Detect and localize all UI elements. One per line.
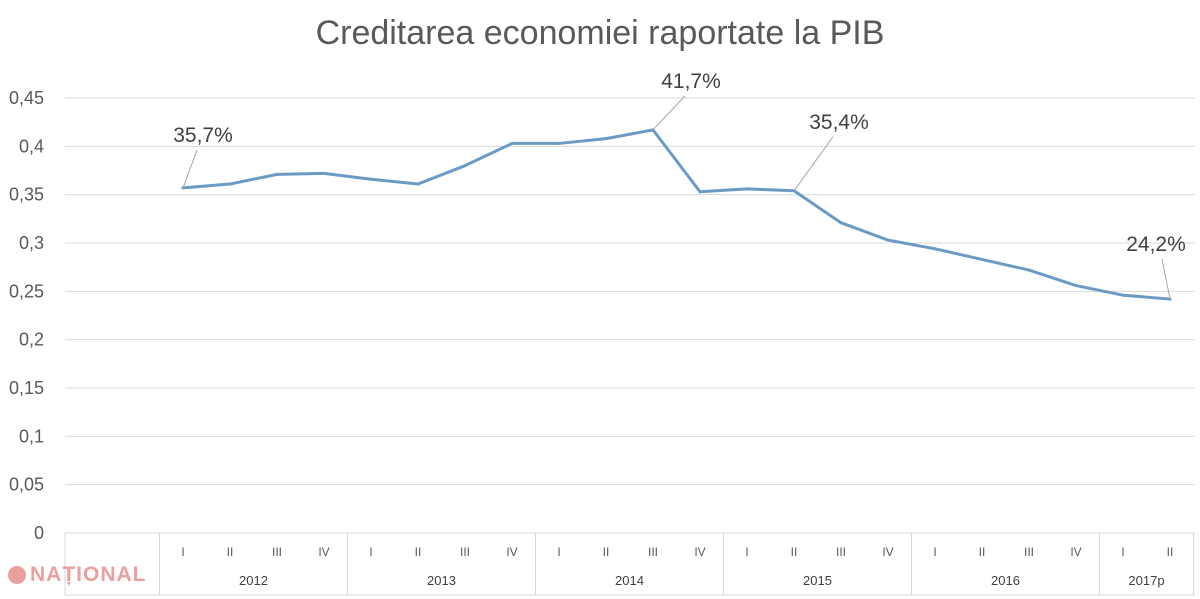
quarter-label: II [1167,545,1174,559]
year-label: 2012 [239,573,268,588]
quarter-label: II [415,545,422,559]
quarter-label: I [557,545,560,559]
data-point [369,177,373,181]
data-label-leader [182,149,198,189]
data-point [980,257,984,261]
brand-logo-text: NAȚIONAL [30,563,147,586]
data-point [745,187,749,191]
quarter-label: I [1121,545,1124,559]
quarter-label: II [227,545,234,559]
y-tick-label: 0,45 [9,88,44,108]
quarter-label: III [1024,545,1034,559]
quarter-label: IV [882,545,893,559]
data-point [1074,284,1078,288]
chart-title: Creditarea economiei raportate la PIB [315,14,885,52]
data-point [463,164,467,168]
data-label: 41,7% [661,70,721,93]
quarter-label: I [933,545,936,559]
data-label: 24,2% [1126,233,1186,256]
quarter-label: IV [1070,545,1081,559]
data-point [416,182,420,186]
quarter-label: III [272,545,282,559]
quarter-label: III [836,545,846,559]
y-tick-label: 0,1 [19,426,44,446]
y-tick-label: 0,3 [19,233,44,253]
quarter-label: II [791,545,798,559]
quarter-label: III [460,545,470,559]
data-point [886,238,890,242]
quarter-label: I [181,545,184,559]
data-point [839,221,843,225]
y-tick-label: 0,05 [9,475,44,495]
y-tick-label: 0,15 [9,378,44,398]
data-point [604,137,608,141]
series-line [181,128,1172,301]
data-point [275,172,279,176]
quarter-label: II [979,545,986,559]
data-point [322,171,326,175]
quarter-label: III [648,545,658,559]
data-label-leader [793,136,834,192]
y-tick-label: 0 [34,523,44,543]
quarter-label: II [603,545,610,559]
y-tick-label: 0,25 [9,281,44,301]
quarter-label: I [745,545,748,559]
data-label-leader [1161,258,1171,300]
year-label: 2015 [803,573,832,588]
y-tick-label: 0,2 [19,330,44,350]
quarter-label: IV [506,545,517,559]
data-label: 35,4% [809,111,869,134]
year-label: 2016 [991,573,1020,588]
quarter-label: IV [694,545,705,559]
data-point [1027,268,1031,272]
data-label-leader [652,95,686,131]
year-label: 2017p [1128,573,1164,588]
brand-logo-icon [8,566,26,584]
y-tick-label: 0,4 [19,136,44,156]
data-point [228,182,232,186]
data-point [557,141,561,145]
data-point [510,141,514,145]
data-point [1121,293,1125,297]
year-label: 2014 [615,573,644,588]
y-tick-label: 0,35 [9,185,44,205]
data-point [933,247,937,251]
quarter-label: I [369,545,372,559]
quarter-label: IV [318,545,329,559]
brand-logo: NAȚIONAL [8,563,147,587]
data-point [698,190,702,194]
data-label: 35,7% [173,124,233,147]
year-label: 2013 [427,573,456,588]
